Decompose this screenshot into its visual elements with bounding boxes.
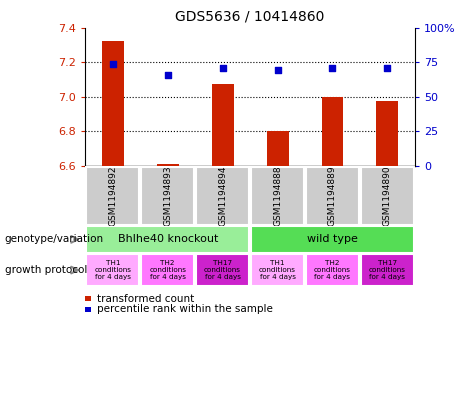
- Text: GSM1194892: GSM1194892: [108, 165, 117, 226]
- Text: transformed count: transformed count: [97, 294, 194, 304]
- Text: TH2
conditions
for 4 days: TH2 conditions for 4 days: [314, 260, 351, 280]
- Bar: [306, 167, 359, 225]
- Text: TH2
conditions
for 4 days: TH2 conditions for 4 days: [149, 260, 186, 280]
- Bar: [361, 167, 414, 225]
- Text: GSM1194889: GSM1194889: [328, 165, 337, 226]
- Bar: [377, 101, 398, 166]
- Bar: [196, 254, 249, 286]
- Bar: [157, 163, 179, 166]
- Bar: [86, 167, 139, 225]
- Point: [274, 67, 281, 73]
- Text: GSM1194893: GSM1194893: [163, 165, 172, 226]
- Text: genotype/variation: genotype/variation: [5, 234, 104, 244]
- Text: GSM1194894: GSM1194894: [218, 165, 227, 226]
- Bar: [266, 130, 289, 166]
- Bar: [142, 254, 194, 286]
- Title: GDS5636 / 10414860: GDS5636 / 10414860: [175, 9, 325, 24]
- Text: wild type: wild type: [307, 234, 358, 244]
- Bar: [196, 167, 249, 225]
- Text: Bhlhe40 knockout: Bhlhe40 knockout: [118, 234, 218, 244]
- Bar: [306, 254, 359, 286]
- Bar: [86, 226, 249, 253]
- Bar: [142, 167, 194, 225]
- Bar: [321, 97, 343, 166]
- Point: [109, 61, 117, 67]
- Bar: [212, 84, 234, 166]
- Text: GSM1194890: GSM1194890: [383, 165, 392, 226]
- Bar: [86, 254, 139, 286]
- Point: [164, 72, 171, 78]
- Text: TH17
conditions
for 4 days: TH17 conditions for 4 days: [204, 260, 241, 280]
- Point: [219, 64, 226, 71]
- Text: percentile rank within the sample: percentile rank within the sample: [97, 304, 273, 314]
- Text: growth protocol: growth protocol: [5, 265, 87, 275]
- Bar: [361, 254, 414, 286]
- Bar: [251, 226, 414, 253]
- Text: TH17
conditions
for 4 days: TH17 conditions for 4 days: [369, 260, 406, 280]
- Point: [329, 64, 336, 71]
- Text: TH1
conditions
for 4 days: TH1 conditions for 4 days: [259, 260, 296, 280]
- Bar: [102, 41, 124, 166]
- Bar: [251, 254, 304, 286]
- Bar: [251, 167, 304, 225]
- Text: TH1
conditions
for 4 days: TH1 conditions for 4 days: [94, 260, 131, 280]
- Text: GSM1194888: GSM1194888: [273, 165, 282, 226]
- Point: [384, 64, 391, 71]
